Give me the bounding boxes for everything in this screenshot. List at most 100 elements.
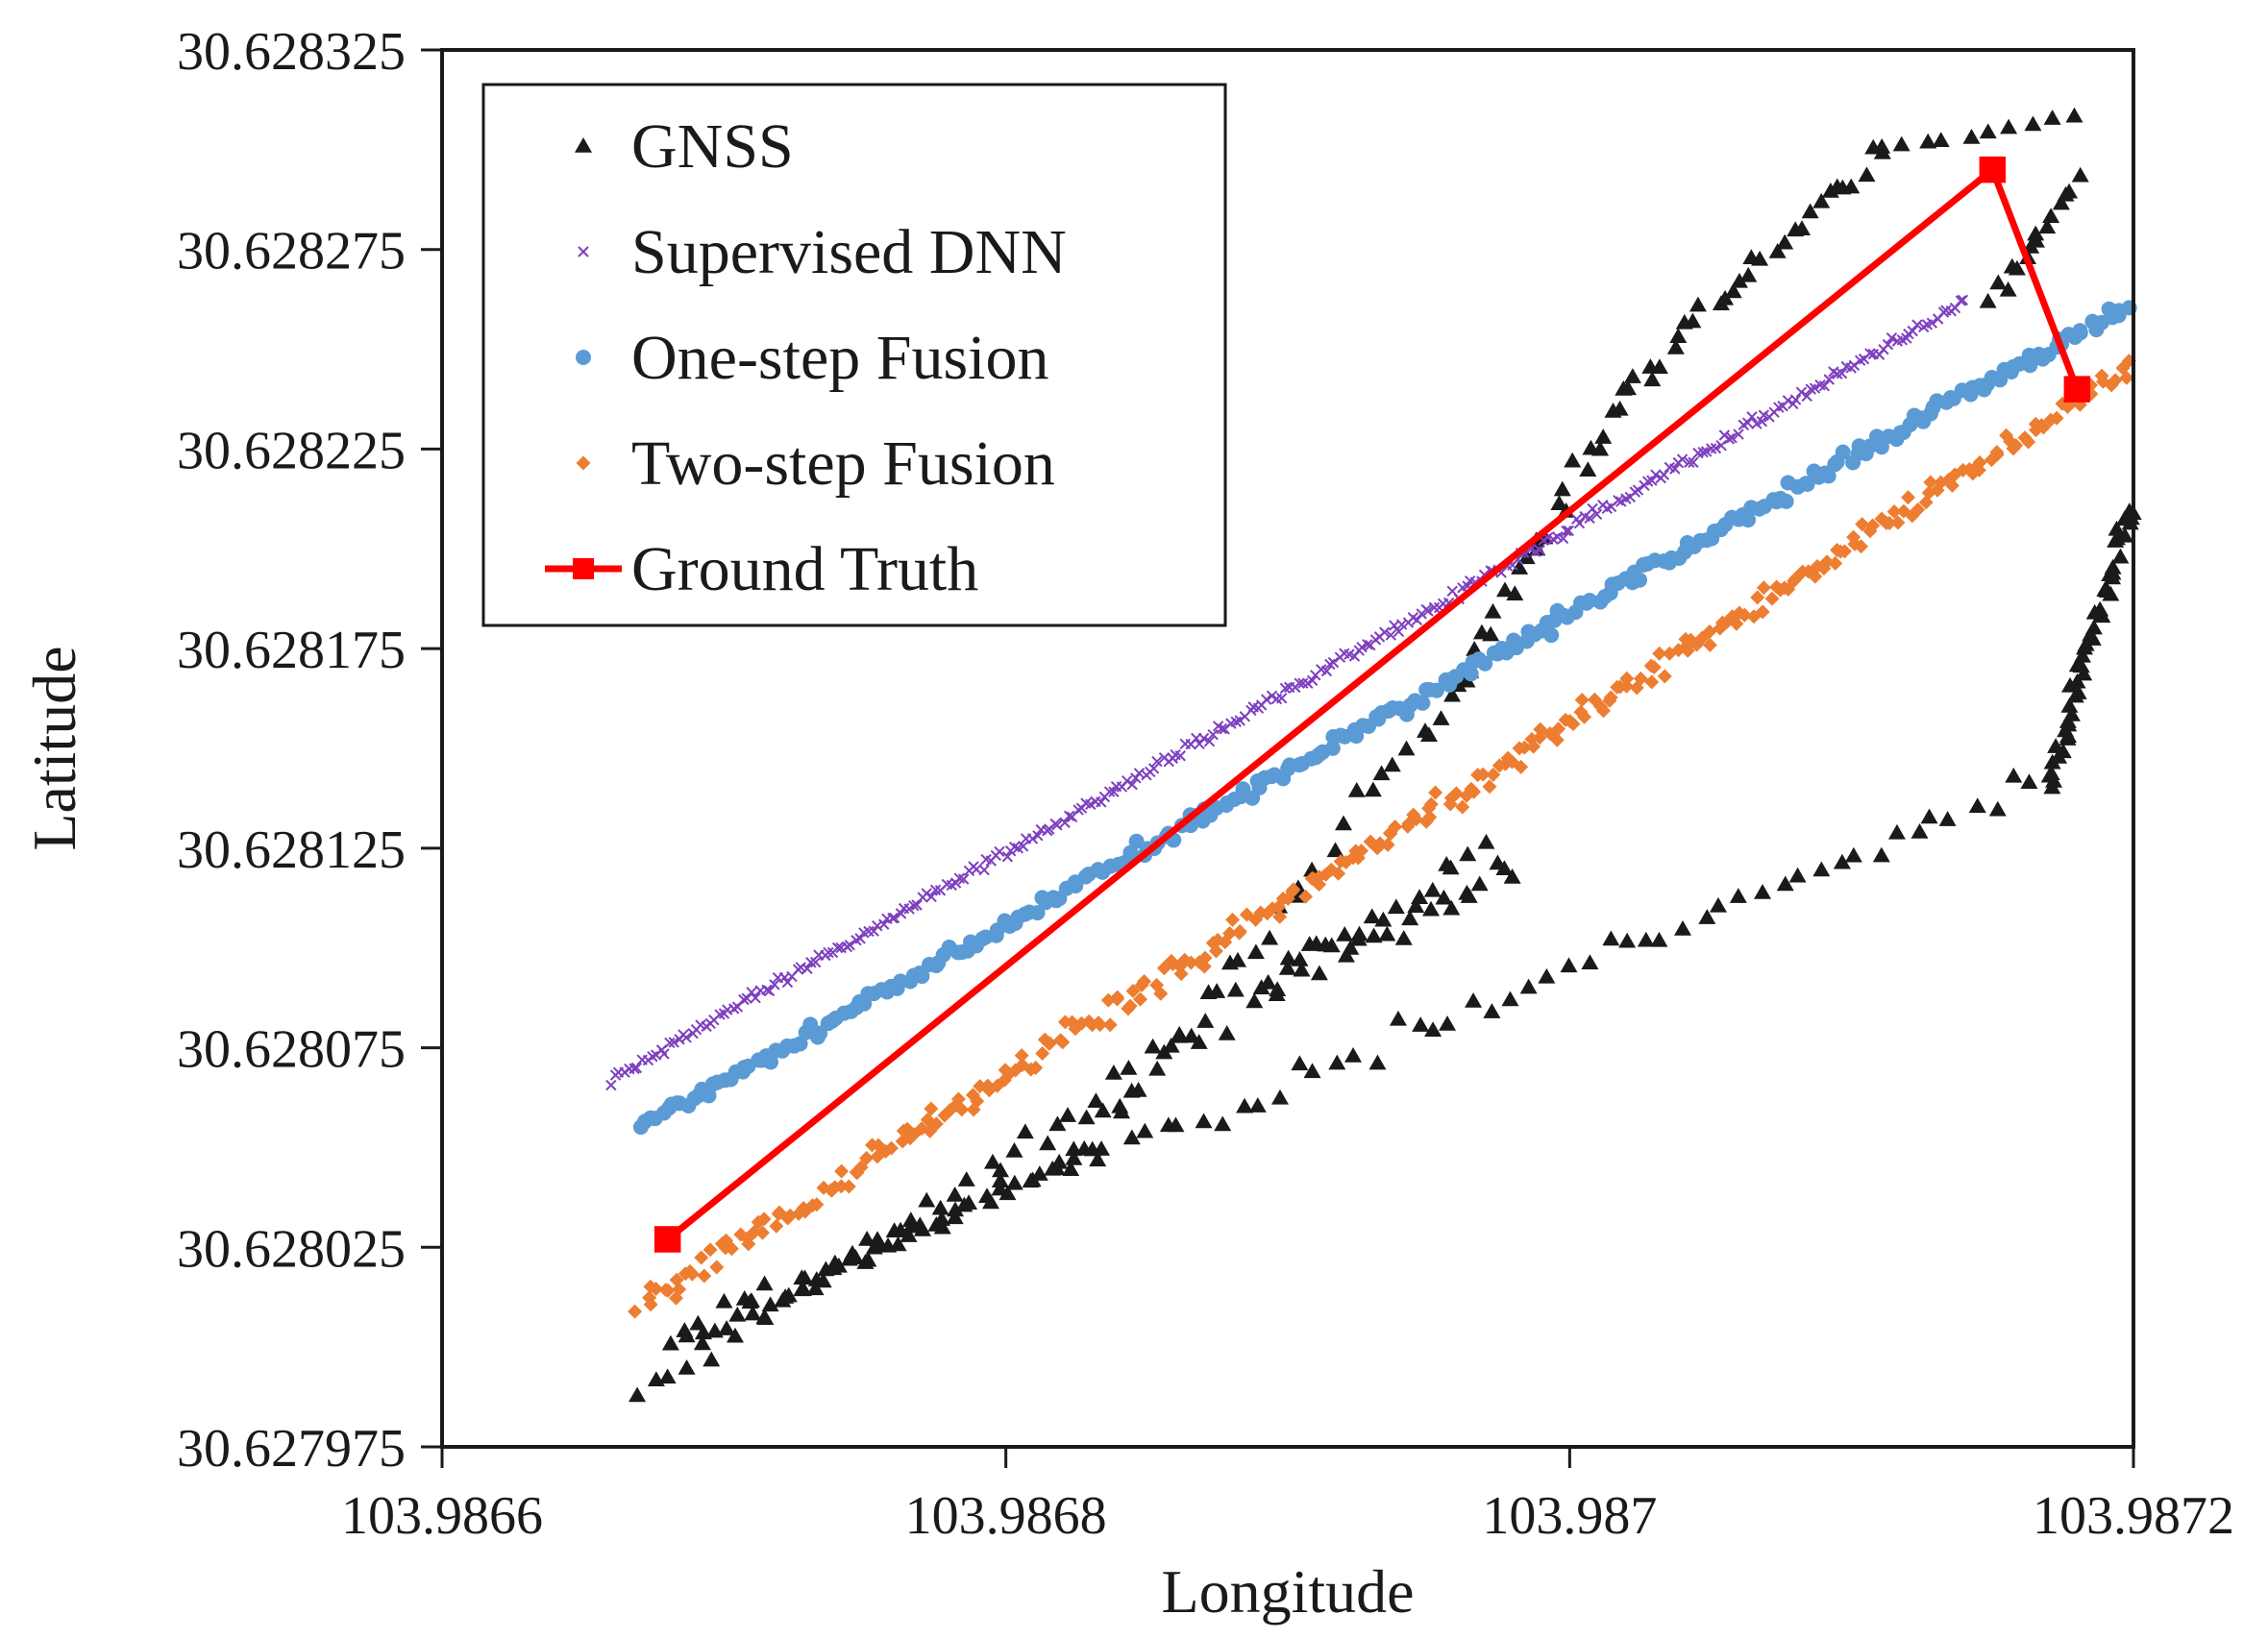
data-point (1208, 983, 1226, 998)
data-point (1197, 950, 1213, 966)
data-point (1039, 1135, 1057, 1151)
data-point (715, 1292, 733, 1309)
data-point (2073, 647, 2091, 663)
data-point (998, 1185, 1017, 1201)
data-point (1214, 1115, 1232, 1132)
data-point (2043, 778, 2061, 795)
data-point (1658, 469, 1670, 480)
data-point (958, 873, 970, 885)
data-point (1312, 877, 1327, 893)
x-axis-title: Longitude (1161, 1557, 1414, 1626)
data-point (954, 1102, 970, 1117)
data-point (2042, 208, 2060, 223)
data-point (1563, 525, 1575, 537)
y-tick-label: 30.627975 (177, 1419, 406, 1479)
data-point (1300, 936, 1319, 951)
data-point (703, 1242, 718, 1258)
data-point (576, 455, 591, 471)
data-point (1102, 1017, 1118, 1033)
data-point (1306, 674, 1319, 687)
data-point (1832, 368, 1843, 379)
data-point (1828, 555, 1843, 571)
data-point (1756, 580, 1771, 596)
series-gnss (629, 107, 2142, 1403)
y-tick-label: 30.628175 (177, 621, 406, 680)
data-point (1334, 815, 1352, 831)
data-point (1968, 797, 1986, 813)
data-point (2072, 325, 2088, 341)
data-point (1689, 296, 1707, 312)
axes: 30.627975 30.628025 30.628075 30.628125 30.6… (177, 22, 2234, 1546)
data-point (761, 1296, 779, 1312)
data-point (1890, 515, 1906, 530)
data-point (1424, 1021, 1442, 1037)
data-point (694, 1250, 709, 1265)
data-point (801, 963, 813, 974)
data-point (697, 1268, 712, 1284)
data-point (1549, 732, 1565, 747)
data-point (1801, 203, 1819, 219)
data-point (1633, 671, 1648, 686)
data-point (1183, 955, 1198, 970)
data-point (762, 1054, 778, 1070)
data-point (1506, 585, 1524, 601)
data-point (925, 891, 937, 903)
data-point (1911, 502, 1926, 518)
data-point (1226, 981, 1245, 997)
data-point (1337, 946, 1355, 963)
data-point (1094, 1102, 1112, 1118)
data-point (2009, 438, 2024, 453)
data-point (1710, 442, 1722, 454)
data-point (1129, 1081, 1147, 1097)
data-point (1619, 678, 1635, 694)
data-point (983, 1153, 1001, 1169)
data-point (914, 968, 930, 985)
data-point (1560, 957, 1578, 973)
data-point (1331, 866, 1346, 881)
data-point (629, 1386, 647, 1403)
data-point (2035, 420, 2051, 435)
data-point (1591, 440, 1610, 456)
data-point (2052, 194, 2070, 210)
data-point (1422, 810, 1438, 825)
x-tick-label: 103.9868 (905, 1486, 1107, 1546)
data-point (1379, 626, 1391, 638)
data-point (1362, 639, 1373, 650)
data-point (1919, 133, 1937, 149)
data-point (1411, 889, 1429, 905)
data-point (1901, 490, 1916, 505)
data-point (885, 1222, 903, 1237)
data-point (1477, 655, 1493, 672)
data-point (1028, 1061, 1044, 1076)
data-point (902, 1217, 921, 1234)
data-point (643, 1297, 658, 1312)
data-point (1122, 998, 1138, 1014)
data-point (1415, 695, 1431, 711)
data-point (1836, 367, 1848, 379)
data-point (1133, 768, 1146, 779)
data-point (887, 912, 899, 924)
data-point (1702, 637, 1717, 652)
data-point (1393, 625, 1405, 638)
data-point (1684, 456, 1695, 468)
data-point (1412, 1016, 1430, 1032)
data-point (1602, 930, 1620, 946)
data-point (664, 1037, 676, 1049)
data-point (1483, 1003, 1501, 1018)
data-point (1470, 875, 1489, 892)
data-point (1855, 517, 1870, 532)
data-point (1618, 932, 1637, 948)
data-point (1602, 693, 1617, 708)
data-point (1324, 740, 1341, 756)
data-point (1147, 763, 1160, 774)
data-point (668, 1037, 679, 1048)
data-point (1666, 338, 1685, 355)
data-point (678, 1358, 696, 1375)
data-point (1865, 518, 1881, 533)
data-point (980, 1078, 996, 1093)
legend-item: Supervised DNN (578, 217, 1067, 287)
legend-item: Two-step Fusion (576, 428, 1055, 499)
data-point (1756, 416, 1768, 428)
data-point (756, 1211, 772, 1227)
data-point (2108, 520, 2126, 536)
